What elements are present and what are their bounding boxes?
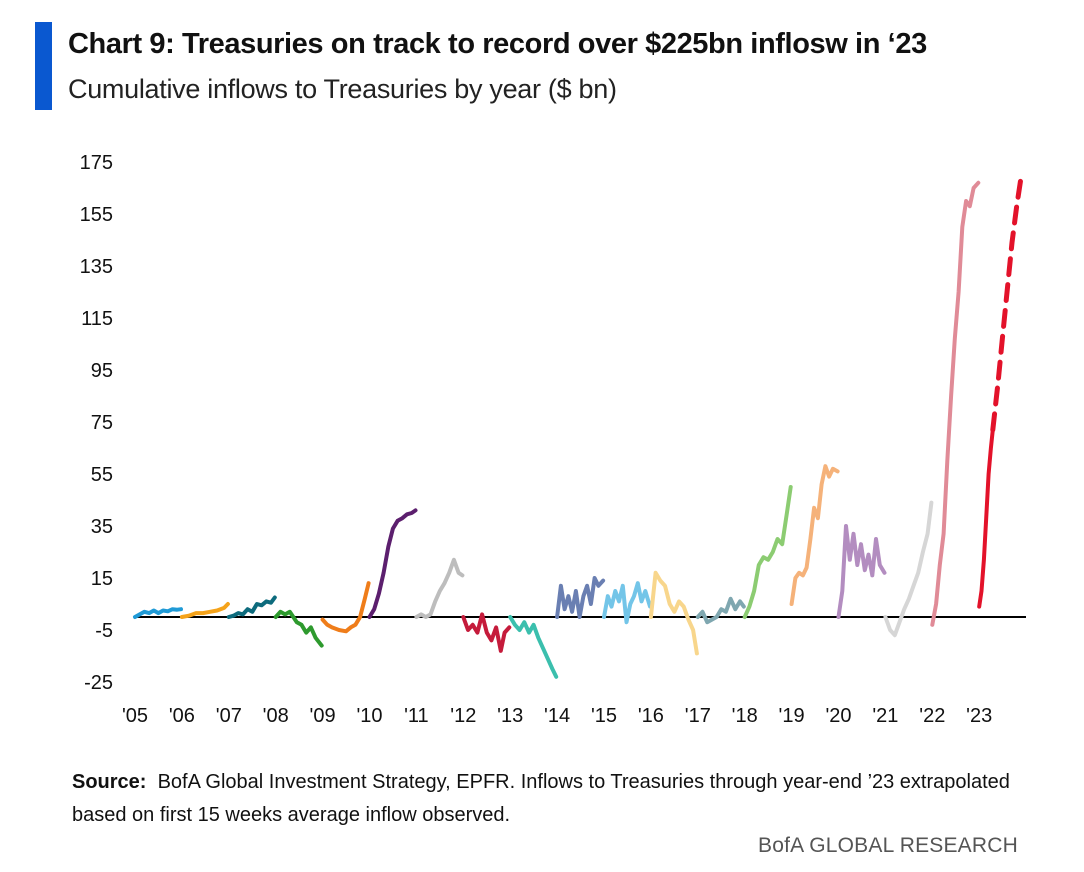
series-line-2022: [930, 180, 981, 627]
x-tick-label: '05: [122, 705, 148, 727]
series-line-2013: [508, 615, 559, 679]
title-accent-bar: [35, 22, 52, 110]
y-tick-label: 55: [91, 464, 113, 486]
x-tick-label: '13: [497, 705, 523, 727]
x-tick-label: '21: [872, 705, 898, 727]
x-tick-label: '18: [732, 705, 758, 727]
y-tick-label: 35: [91, 516, 113, 538]
series-line-2012: [461, 612, 512, 653]
x-tick-label: '23: [966, 705, 992, 727]
series-line-2010: [367, 508, 418, 619]
series-line-2016: [648, 570, 699, 656]
x-axis: '05 '06 '07 '08 '09 '10 '11 '12 '13 '14 '15 '16 '17 '…: [122, 705, 992, 727]
x-tick-label: '11: [404, 705, 429, 727]
series-line-2015: [602, 581, 652, 625]
series-line-2005: [133, 607, 183, 619]
y-tick-label: 135: [80, 256, 113, 278]
series-line-2019: [789, 464, 840, 606]
series-line-2020: [836, 524, 887, 619]
series-line-2011: [414, 557, 465, 619]
y-tick-label: -25: [84, 672, 113, 694]
x-tick-label: '19: [779, 705, 805, 727]
y-tick-label: 175: [80, 152, 113, 174]
source-label: Source:: [72, 771, 147, 793]
source-note: Source: BofA Global Investment Strategy,…: [72, 766, 1032, 832]
series-line-2018: [742, 485, 793, 619]
x-tick-label: '14: [544, 705, 570, 727]
y-tick-label: 75: [91, 412, 113, 434]
series-line-2007: [226, 595, 277, 619]
x-tick-label: '12: [450, 705, 476, 727]
x-tick-label: '07: [216, 705, 242, 727]
y-tick-label: 155: [80, 204, 113, 226]
series-line-2021: [883, 500, 934, 638]
series-line-2023-extrapolated: [990, 172, 1024, 433]
y-tick-label: 95: [91, 360, 113, 382]
source-text: BofA Global Investment Strategy, EPFR. I…: [72, 771, 1010, 826]
chart-title: Chart 9: Treasuries on track to record o…: [68, 28, 927, 60]
x-tick-label: '15: [591, 705, 617, 727]
series-line-2023: [977, 427, 995, 609]
x-tick-label: '20: [825, 705, 851, 727]
series-line-2008: [273, 609, 324, 648]
chart-subtitle: Cumulative inflows to Treasuries by year…: [68, 74, 617, 104]
x-tick-label: '09: [310, 705, 336, 727]
series-line-2006: [179, 602, 230, 619]
brand-label: BofA GLOBAL RESEARCH: [758, 834, 1018, 857]
series-group: [133, 172, 1024, 679]
y-tick-label: 115: [81, 308, 113, 330]
y-tick-label: -5: [95, 620, 113, 642]
series-line-2009: [320, 581, 371, 634]
x-tick-label: '17: [685, 705, 711, 727]
series-line-2014: [555, 576, 606, 619]
x-tick-label: '06: [169, 705, 195, 727]
x-tick-label: '16: [638, 705, 664, 727]
y-tick-label: 15: [91, 568, 113, 590]
x-tick-label: '08: [263, 705, 289, 727]
x-tick-label: '10: [356, 705, 382, 727]
y-axis: -25 -5 15 35 55 75 95 115 135 155 175: [80, 152, 113, 694]
series-line-2017: [695, 596, 746, 625]
x-tick-label: '22: [919, 705, 945, 727]
